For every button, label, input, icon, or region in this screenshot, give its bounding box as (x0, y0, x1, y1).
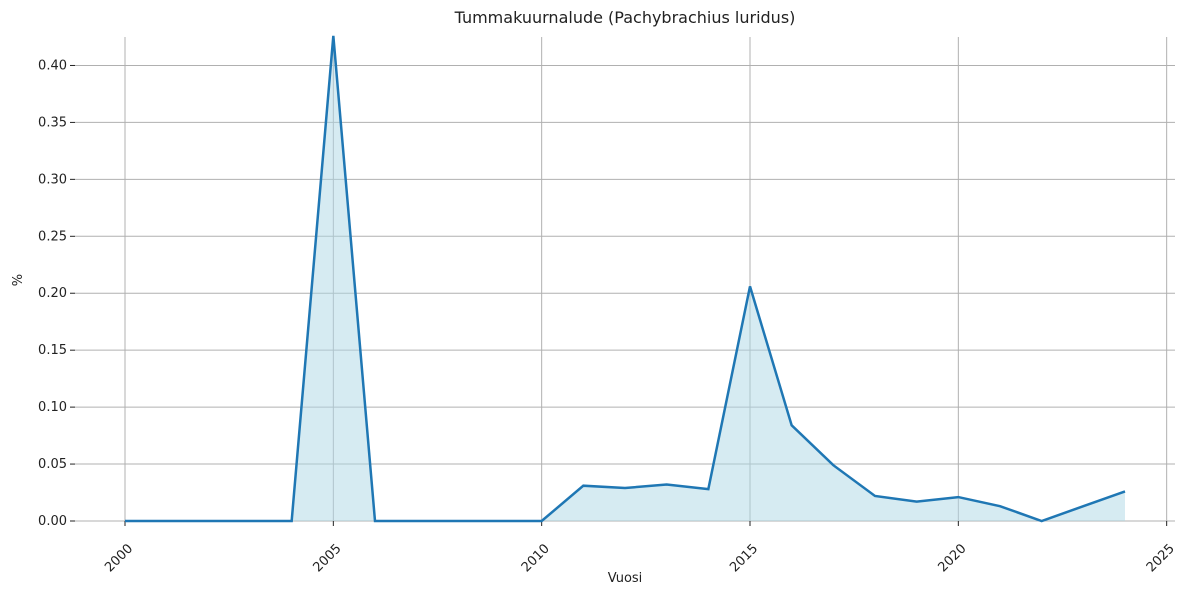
y-tick-label: 0.30 (38, 172, 67, 187)
y-tick-label: 0.20 (38, 286, 67, 301)
y-axis-label: % (11, 274, 26, 286)
x-tick-label: 2025 (1144, 541, 1178, 575)
x-tick-label: 2010 (519, 541, 553, 575)
y-tick-label: 0.05 (38, 457, 67, 472)
x-tick-label: 2020 (935, 541, 969, 575)
x-axis-label: Vuosi (608, 571, 643, 586)
y-tick-label: 0.10 (38, 400, 67, 415)
x-tick-label: 2015 (727, 541, 761, 575)
y-tick-label: 0.40 (38, 58, 67, 73)
chart-title: Tummakuurnalude (Pachybrachius luridus) (454, 8, 796, 27)
y-tick-label: 0.25 (38, 229, 67, 244)
line (125, 35, 1126, 523)
y-tick-label: 0.00 (38, 514, 67, 529)
y-tick-label: 0.15 (38, 343, 67, 358)
y-tick-label: 0.35 (38, 115, 67, 130)
x-tick-label: 2005 (310, 541, 344, 575)
x-tick-label: 2000 (102, 541, 136, 575)
area (125, 35, 1125, 521)
